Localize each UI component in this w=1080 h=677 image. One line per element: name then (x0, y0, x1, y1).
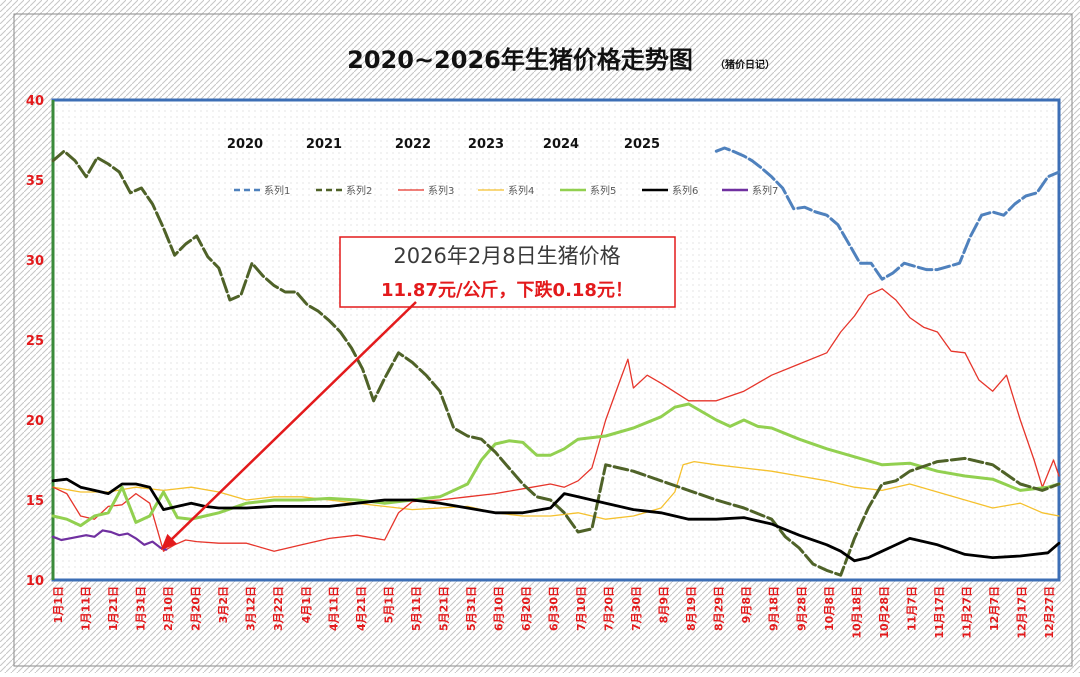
y-tick-label: 20 (26, 414, 44, 429)
y-axis-ticks: 10 15 20 25 30 35 40 (26, 94, 44, 589)
chart-title: 2020~2026年生猪价格走势图 (347, 46, 693, 74)
chart-outer-border (13, 13, 1073, 667)
y-tick-label: 40 (26, 94, 44, 109)
x-tick-label: 11月7日 (905, 586, 918, 631)
legend-label: 系列6 (672, 184, 698, 197)
callout-box (339, 236, 676, 308)
year-label: 2022 (395, 137, 431, 152)
series-line-系列7 (51, 529, 168, 551)
x-tick-label: 1月11日 (80, 586, 93, 631)
x-tick-label: 10月18日 (850, 586, 863, 639)
legend-label: 系列1 (264, 184, 290, 197)
legend-label: 系列3 (428, 184, 454, 197)
x-tick-label: 6月30日 (548, 586, 561, 631)
x-tick-label: 6月20日 (520, 586, 533, 631)
callout-arrowhead (160, 533, 178, 551)
series-line-系列2 (51, 149, 1061, 577)
series-lines (51, 146, 1061, 577)
series-line-系列5 (51, 402, 1061, 528)
x-tick-label: 7月10日 (575, 586, 588, 631)
year-label: 2024 (543, 137, 579, 152)
x-tick-label: 5月21日 (437, 586, 450, 631)
plot-area (53, 100, 1059, 580)
x-tick-label: 7月20日 (603, 586, 616, 631)
x-tick-label: 3月22日 (272, 586, 285, 631)
legend-label: 系列2 (346, 184, 372, 197)
year-labels: 2020 2021 2022 2023 2024 2025 (227, 137, 660, 152)
series-line-系列4 (52, 460, 1060, 520)
chart-title-note: （猪价日记） (715, 58, 775, 71)
x-tick-label: 10月8日 (823, 586, 836, 631)
x-tick-label: 12月27日 (1043, 586, 1056, 639)
x-tick-label: 7月30日 (630, 586, 643, 631)
series-line-系列6 (51, 477, 1061, 563)
x-tick-label: 10月28日 (878, 586, 891, 639)
callout-line1: 2026年2月8日生猪价格 (393, 244, 620, 268)
x-tick-label: 4月21日 (355, 586, 368, 631)
x-tick-label: 9月18日 (768, 586, 781, 631)
x-tick-label: 9月28日 (795, 586, 808, 631)
x-tick-label: 1月1日 (52, 586, 65, 623)
callout-line2: 11.87元/公斤，下跌0.18元！ (381, 279, 633, 301)
x-tick-label: 9月8日 (740, 586, 753, 623)
x-axis-ticks: 1月1日 1月11日 1月21日 1月31日 2月10日 2月20日 3月2日 3月12日 3月… (52, 586, 1056, 639)
series-line-系列1 (714, 146, 1061, 281)
y-tick-label: 25 (26, 334, 44, 349)
x-tick-label: 4月11日 (327, 586, 340, 631)
x-tick-label: 11月17日 (933, 586, 946, 639)
x-tick-label: 12月17日 (1015, 586, 1028, 639)
legend: 系列1 系列2 系列3 系列4 系列5 系列6 系列7 (234, 184, 778, 197)
legend-label: 系列5 (590, 184, 616, 197)
x-tick-label: 1月31日 (135, 586, 148, 631)
x-tick-label: 2月20日 (190, 586, 203, 631)
x-tick-label: 8月19日 (685, 586, 698, 631)
legend-label: 系列7 (752, 184, 778, 197)
x-tick-label: 5月1日 (382, 586, 395, 623)
y-tick-label: 15 (26, 494, 44, 509)
x-tick-label: 3月2日 (217, 586, 230, 623)
x-tick-label: 5月11日 (410, 586, 423, 631)
x-tick-label: 2月10日 (162, 586, 175, 631)
x-tick-label: 12月7日 (988, 586, 1001, 631)
x-tick-label: 8月29日 (713, 586, 726, 631)
callout: 2026年2月8日生猪价格 11.87元/公斤，下跌0.18元！ (160, 236, 676, 551)
x-tick-label: 1月21日 (107, 586, 120, 631)
year-label: 2020 (227, 137, 263, 152)
year-label: 2023 (468, 137, 504, 152)
x-tick-label: 5月31日 (465, 586, 478, 631)
y-tick-label: 30 (26, 254, 44, 269)
year-label: 2021 (306, 137, 342, 152)
year-label: 2025 (624, 137, 660, 152)
legend-label: 系列4 (508, 184, 534, 197)
x-tick-label: 3月12日 (245, 586, 258, 631)
x-tick-label: 11月27日 (960, 586, 973, 639)
x-tick-label: 6月10日 (492, 586, 505, 631)
x-tick-label: 8月9日 (658, 586, 671, 623)
x-tick-label: 4月1日 (300, 586, 313, 623)
callout-arrow (165, 301, 417, 545)
y-tick-label: 10 (26, 574, 44, 589)
series-line-系列3 (52, 288, 1060, 552)
y-tick-label: 35 (26, 174, 44, 189)
